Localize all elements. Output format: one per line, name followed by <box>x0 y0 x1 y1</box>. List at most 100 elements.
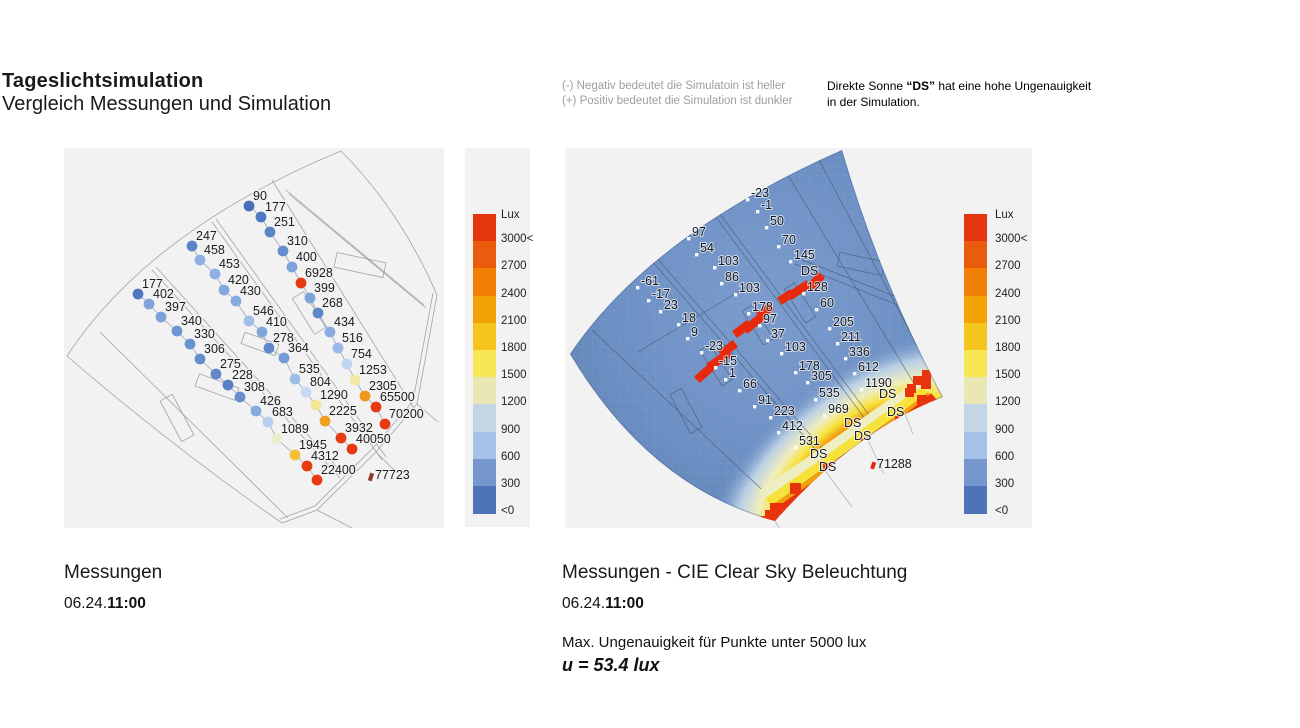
difference-value-label: 1190 <box>865 376 892 390</box>
legend-tick-label: 2100 <box>995 314 1021 327</box>
difference-value-label: 128 <box>807 280 828 294</box>
sample-point-marker <box>756 210 760 214</box>
measurement-point <box>194 353 206 365</box>
difference-value-label: 211 <box>841 330 861 344</box>
leader-mark <box>870 461 877 470</box>
difference-value-label: -23 <box>705 339 723 353</box>
legend-tick-label: 600 <box>995 450 1015 463</box>
sample-point-marker <box>860 388 864 392</box>
measurement-value-label: 434 <box>334 315 355 329</box>
right-caption: Messungen - CIE Clear Sky Beleuchtung <box>562 562 908 583</box>
legend-title: Lux <box>501 209 520 221</box>
difference-value-label: 23 <box>664 298 678 312</box>
sample-point-marker <box>836 342 840 346</box>
sample-point-marker <box>686 337 690 341</box>
legend-tick-label: <0 <box>995 505 1009 518</box>
note-positive: (+) Positiv bedeutet die Simulation ist … <box>562 95 793 107</box>
sample-point-marker <box>713 266 717 270</box>
measurement-point <box>332 342 344 354</box>
measurement-point <box>335 432 347 444</box>
legend-tick-label: 600 <box>501 450 521 463</box>
sample-point-marker <box>714 366 718 370</box>
measurement-value-label: 516 <box>342 331 363 345</box>
sample-point-marker <box>747 312 751 316</box>
difference-value-label: 103 <box>785 340 806 354</box>
sample-point-marker <box>734 293 738 297</box>
legend-tick-label: 1500 <box>501 369 527 382</box>
measurement-point <box>312 307 324 319</box>
measurement-point <box>255 211 267 223</box>
legend-color-segment <box>473 431 496 460</box>
difference-value-label: -1 <box>761 198 772 212</box>
legend-color-segment <box>473 322 496 351</box>
legend-color-segment <box>964 377 987 405</box>
measurement-value-label: 804 <box>310 375 331 389</box>
legend-tick-label: 1800 <box>995 342 1021 354</box>
legend-tick-label: 3000< <box>995 233 1028 246</box>
sample-point-marker <box>724 378 728 382</box>
page-subtitle: Vergleich Messungen und Simulation <box>2 93 332 115</box>
difference-value-label: 223 <box>774 404 795 418</box>
legend-tick-label: 1500 <box>995 369 1021 382</box>
sample-point-marker <box>789 260 793 264</box>
sample-point-marker <box>766 339 770 343</box>
legend-tick-label: 900 <box>501 423 521 436</box>
sample-point-marker <box>636 286 640 290</box>
measurement-value-label: 330 <box>194 327 215 341</box>
measurement-point <box>295 277 307 289</box>
difference-value-label: 612 <box>858 360 879 374</box>
difference-value-label: 178 <box>752 300 773 314</box>
measurement-value-label: 1253 <box>359 363 387 377</box>
sample-point-marker <box>853 372 857 376</box>
legend-color-segment <box>473 458 496 487</box>
measurement-value-label: 399 <box>314 281 335 295</box>
measurement-value-label: 247 <box>196 229 217 243</box>
measurement-point <box>256 326 268 338</box>
difference-value-label: 103 <box>718 254 739 268</box>
difference-value-label: 205 <box>833 315 854 329</box>
measurement-point <box>311 474 323 486</box>
measurement-point <box>278 352 290 364</box>
direct-sun-label: DS <box>810 447 827 461</box>
direct-sun-label: DS <box>887 405 904 419</box>
measurement-value-label: 177 <box>142 277 163 291</box>
note-sign-convention: (-) Negativ bedeutet die Simulatoin ist … <box>562 79 792 109</box>
measurement-point <box>319 415 331 427</box>
measurement-value-label: 275 <box>220 357 241 371</box>
measurement-value-label: 2305 <box>369 379 397 393</box>
outlier-value-label: 71288 <box>877 457 912 471</box>
leader-mark <box>367 472 375 482</box>
difference-value-label: 91 <box>758 393 772 407</box>
sample-point-marker <box>828 327 832 331</box>
legend-color-segment <box>964 214 987 242</box>
legend-color-segment <box>473 295 496 324</box>
measurement-point <box>310 399 322 411</box>
note-direct-sun: Direkte Sonne “DS” hat eine hohe Ungenau… <box>827 79 1091 110</box>
measurement-point <box>210 368 222 380</box>
measurement-value-label: 430 <box>240 284 261 298</box>
measurement-value-label: 306 <box>204 342 225 356</box>
measurement-point <box>359 390 371 402</box>
legend-tick-label: 1800 <box>501 342 527 354</box>
note-ds-bold: “DS” <box>906 79 936 93</box>
measurement-point <box>370 401 382 413</box>
measurement-value-label: 310 <box>287 234 308 248</box>
difference-value-label: 97 <box>763 312 777 326</box>
difference-value-label: 535 <box>819 386 840 400</box>
difference-value-label: 1 <box>729 366 736 380</box>
measurement-point <box>324 326 336 338</box>
measurement-value-label: 251 <box>274 215 295 229</box>
difference-value-label: 97 <box>692 225 706 239</box>
measurement-value-label: 546 <box>253 304 274 318</box>
measurement-point <box>346 443 358 455</box>
sample-point-marker <box>647 299 651 303</box>
difference-value-label: 969 <box>828 402 849 416</box>
sample-point-marker <box>695 253 699 257</box>
measurement-point <box>218 284 230 296</box>
difference-value-label: 305 <box>811 369 832 383</box>
sample-point-marker <box>844 357 848 361</box>
sample-point-marker <box>806 381 810 385</box>
sample-point-marker <box>746 198 750 202</box>
difference-value-label: 54 <box>700 241 714 255</box>
